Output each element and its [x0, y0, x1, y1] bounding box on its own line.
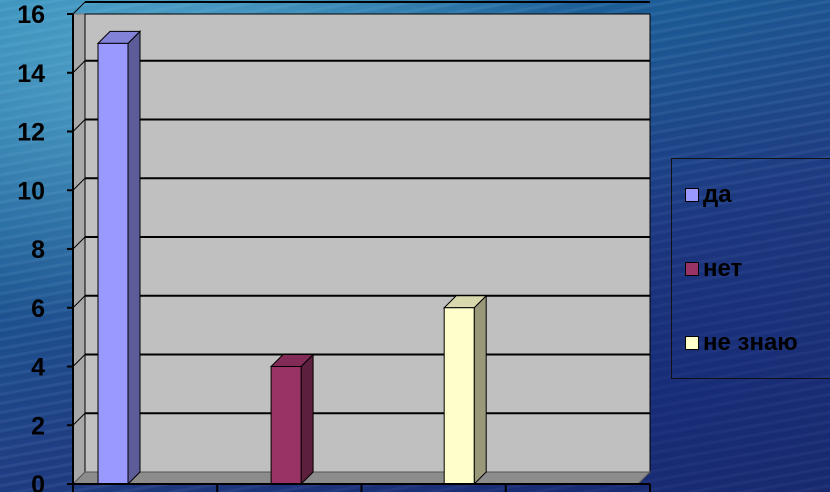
gridline-side — [72, 119, 86, 132]
y-tick-label: 16 — [17, 1, 45, 29]
gridline-side — [72, 354, 86, 367]
y-axis-tick-labels: 0 2 4 6 8 10 12 14 16 — [17, 1, 45, 492]
y-tick-label: 4 — [31, 354, 45, 382]
gridline-side — [72, 1, 86, 15]
y-tick-label: 0 — [31, 471, 45, 492]
y-tick-label: 6 — [31, 295, 45, 323]
legend-item-net: нет — [685, 255, 742, 283]
legend: да нет не знаю — [671, 158, 830, 379]
bar-side — [127, 30, 141, 486]
bar-side — [473, 294, 487, 486]
plot-back-wall — [84, 13, 651, 473]
y-tick-label: 14 — [17, 60, 45, 88]
gridline-side — [72, 295, 86, 309]
y-tick-label: 8 — [31, 236, 45, 264]
bar-side — [300, 353, 314, 486]
gridlines — [72, 1, 650, 426]
gridline-side — [72, 60, 86, 74]
y-tick-label: 10 — [17, 177, 45, 205]
bar-front — [270, 366, 302, 485]
axes — [67, 13, 651, 492]
plot-side-wall — [72, 13, 86, 486]
bar-2 — [442, 294, 488, 486]
bars — [96, 30, 488, 486]
plot-floor — [71, 471, 652, 485]
bar-front — [97, 42, 129, 485]
bar-front — [443, 307, 475, 485]
legend-swatch-net — [685, 262, 699, 276]
gridline-side — [72, 236, 86, 250]
legend-label-net: нет — [703, 255, 743, 282]
bar-0 — [96, 30, 142, 486]
legend-label-ne-znayu: не знаю — [703, 329, 798, 356]
y-tick-label: 2 — [31, 412, 45, 440]
legend-swatch-ne-znayu — [685, 336, 699, 350]
bar-1 — [269, 353, 315, 486]
legend-item-ne-znayu: не знаю — [685, 329, 798, 357]
plot-area — [71, 13, 652, 486]
y-tick-label: 12 — [17, 119, 45, 147]
gridline-side — [72, 412, 86, 426]
legend-label-da: да — [703, 181, 732, 208]
legend-swatch-da — [685, 188, 699, 202]
legend-item-da: да — [685, 181, 732, 209]
gridline-side — [72, 177, 86, 191]
